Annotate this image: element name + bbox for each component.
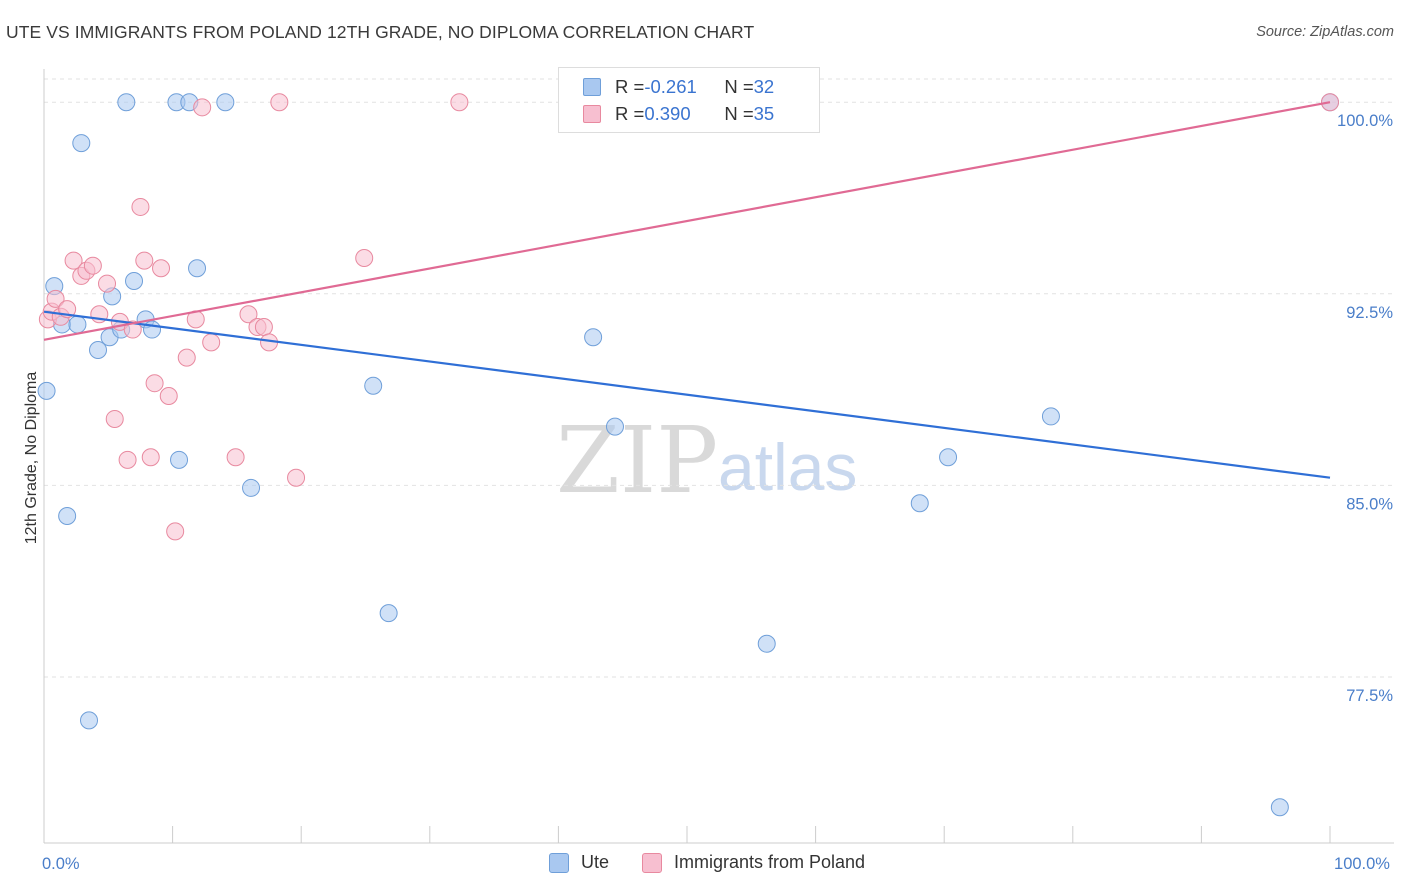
legend-swatch-ute: [583, 78, 601, 96]
series-poland-points: [38, 93, 1339, 541]
poland-point: [202, 333, 221, 352]
legend-swatch-ute: [549, 852, 569, 873]
axes: [43, 69, 1394, 844]
poland-point: [98, 274, 117, 293]
poland-point: [177, 348, 196, 367]
legend-n-value: 35: [753, 103, 775, 124]
ute-point: [364, 376, 383, 395]
legend-n-label: N =: [724, 76, 754, 97]
y-tick-label: 85.0%: [1346, 495, 1393, 513]
ute-point: [379, 604, 398, 623]
y-tick-label: 92.5%: [1346, 304, 1393, 322]
ute-point: [1041, 407, 1060, 426]
legend-item-poland[interactable]: Immigrants from Poland: [642, 852, 865, 873]
poland-point: [152, 259, 171, 278]
x-tick-labels: 0.0% 100.0%: [42, 855, 1390, 873]
ute-point: [910, 494, 929, 513]
poland-point: [193, 98, 212, 117]
series-legend: Ute Immigrants from Poland: [0, 852, 1406, 876]
poland-point: [105, 409, 124, 428]
ute-point: [757, 634, 776, 653]
poland-point: [64, 251, 83, 270]
poland-point: [46, 289, 65, 308]
legend-swatch-poland: [642, 852, 662, 873]
legend-item-ute[interactable]: Ute: [549, 852, 609, 873]
x-tick-label: 0.0%: [42, 855, 80, 873]
y-tick-label: 77.5%: [1346, 687, 1393, 705]
poland-point: [145, 374, 164, 393]
ute-point: [170, 450, 189, 469]
ute-point: [584, 328, 603, 347]
legend-r-label: R =: [615, 103, 645, 124]
legend-swatch-poland: [583, 105, 601, 123]
legend-row-poland: R = 0.390 N = 35: [583, 101, 774, 127]
poland-point: [355, 249, 374, 268]
poland-point: [450, 93, 469, 112]
legend-r-label: R =: [615, 76, 645, 97]
poland-point: [270, 93, 289, 112]
ute-point: [242, 478, 261, 497]
ute-point: [117, 93, 136, 112]
ute-point: [72, 134, 91, 153]
y-axis-title: 12th Grade, No Diploma: [23, 372, 40, 545]
stats-legend: R = -0.261 N = 32 R = 0.390 N = 35: [558, 67, 820, 133]
poland-point: [118, 450, 137, 469]
ute-point: [80, 711, 99, 730]
source-credit: Source: ZipAtlas.com: [1256, 24, 1394, 40]
poland-point: [83, 256, 102, 275]
y-tick-label: 100.0%: [1337, 112, 1393, 130]
ute-point: [188, 259, 207, 278]
poland-trend-line: [43, 101, 1331, 341]
ute-point: [37, 381, 56, 400]
legend-r-value: 0.390: [644, 103, 691, 124]
poland-point: [123, 320, 142, 339]
ute-point: [58, 507, 77, 526]
ute-point: [89, 340, 108, 359]
y-tick-labels: 100.0% 92.5% 85.0% 77.5%: [1337, 112, 1393, 705]
legend-n-label: N =: [724, 103, 754, 124]
ute-point: [605, 417, 624, 436]
watermark: ZIP atlas: [556, 407, 857, 514]
legend-label-poland: Immigrants from Poland: [674, 852, 866, 872]
ute-point: [125, 272, 144, 291]
ute-trend-line: [43, 310, 1331, 479]
ute-point: [939, 448, 958, 467]
data-points: [37, 93, 1339, 817]
poland-point: [239, 305, 258, 324]
poland-point: [287, 468, 306, 487]
poland-point: [254, 318, 273, 336]
legend-n-value: 32: [753, 76, 775, 97]
poland-point: [166, 522, 185, 541]
gridlines: [44, 78, 1394, 678]
legend-r-value: -0.261: [644, 76, 697, 97]
x-tick-label: 100.0%: [1334, 855, 1390, 873]
chart-title: UTE VS IMMIGRANTS FROM POLAND 12TH GRADE…: [6, 22, 755, 42]
watermark-zip: ZIP: [556, 407, 718, 514]
poland-point: [141, 448, 160, 467]
legend-row-ute: R = -0.261 N = 32: [583, 74, 774, 100]
ute-point: [216, 93, 235, 112]
poland-point: [131, 197, 150, 216]
poland-point: [159, 386, 178, 405]
legend-label-ute: Ute: [581, 852, 610, 872]
poland-point: [226, 448, 245, 467]
ute-point: [1270, 798, 1289, 817]
poland-point: [135, 251, 154, 270]
watermark-atlas: atlas: [718, 430, 857, 504]
ute-point: [68, 315, 87, 334]
ute-point: [143, 320, 162, 339]
trend-lines: [43, 101, 1331, 479]
